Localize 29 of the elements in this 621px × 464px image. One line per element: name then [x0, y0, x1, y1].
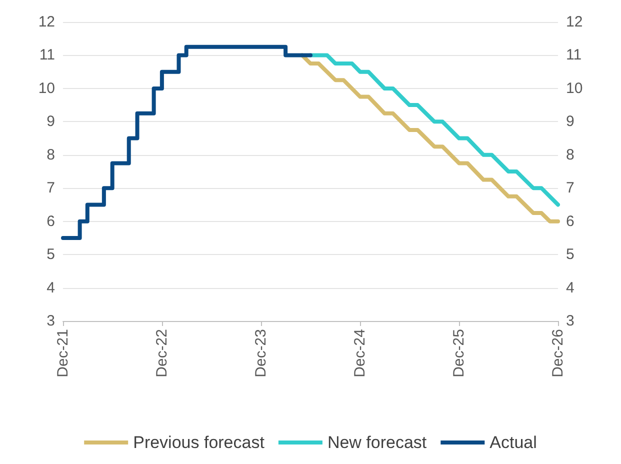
y2-tick-label: 10: [566, 80, 583, 97]
y-tick-label: 11: [39, 46, 55, 64]
x-tick-label: Dec-25: [450, 329, 468, 378]
y-tick-label: 12: [38, 14, 55, 30]
y-tick-label: 9: [46, 113, 55, 130]
y-tick-label: 7: [46, 180, 55, 197]
y-tick-label: 6: [46, 212, 55, 230]
x-tick-label: Dec-22: [153, 329, 170, 378]
legend-label: Previous forecast: [133, 433, 265, 452]
y2-tick-label: 9: [566, 113, 574, 130]
y-tick-label: 5: [46, 246, 55, 264]
y2-tick-label: 4: [566, 279, 574, 296]
y-tick-label: 8: [46, 146, 55, 164]
x-tick-label: Dec-23: [252, 329, 270, 378]
y-tick-label: 10: [38, 80, 55, 97]
legend-label: New forecast: [327, 433, 427, 452]
y2-tick-label: 6: [566, 212, 574, 230]
legend-label: Actual: [490, 433, 537, 452]
y-tick-label: 3: [46, 312, 55, 330]
x-tick-label: Dec-26: [550, 329, 566, 378]
y-tick-label: 4: [46, 279, 55, 296]
y2-tick-label: 5: [566, 246, 574, 264]
y2-tick-label: 3: [566, 312, 574, 330]
y2-tick-label: 7: [566, 180, 574, 197]
y2-tick-label: 12: [566, 14, 583, 30]
y2-tick-label: 11: [566, 46, 582, 64]
x-tick-label: Dec-21: [54, 329, 72, 378]
x-tick-label: Dec-24: [352, 329, 369, 378]
y2-tick-label: 8: [566, 146, 574, 164]
